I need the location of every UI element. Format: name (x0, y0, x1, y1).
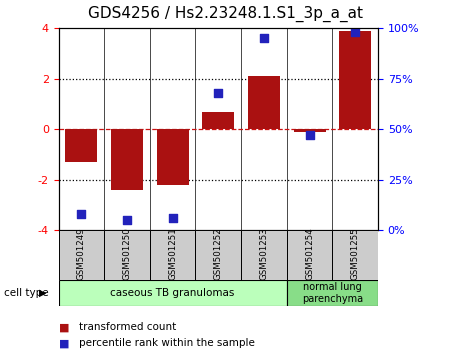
Bar (287, 230, 333, 280)
Bar (104, 230, 150, 280)
Bar (157, 129, 189, 185)
Text: GSM501255: GSM501255 (351, 228, 360, 280)
Bar (333, 230, 378, 280)
Bar (287, 280, 378, 306)
Text: transformed count: transformed count (79, 322, 176, 332)
Text: cell type: cell type (4, 288, 49, 298)
Bar (150, 230, 195, 280)
Bar (202, 112, 234, 129)
Text: caseous TB granulomas: caseous TB granulomas (110, 288, 235, 298)
Text: GSM501249: GSM501249 (77, 228, 86, 280)
Text: percentile rank within the sample: percentile rank within the sample (79, 338, 255, 348)
Bar (58, 230, 104, 280)
Point (351, 29, 359, 35)
Bar (111, 129, 143, 190)
Point (215, 90, 222, 96)
Text: GSM501253: GSM501253 (259, 228, 268, 280)
Text: normal lung
parenchyma: normal lung parenchyma (302, 282, 363, 304)
Bar (65, 129, 97, 162)
Bar (58, 280, 287, 306)
Point (78, 211, 85, 217)
Text: ■: ■ (58, 338, 69, 348)
Bar (339, 31, 371, 129)
Bar (241, 230, 287, 280)
Text: GSM501250: GSM501250 (122, 228, 131, 280)
Bar (293, 129, 325, 132)
Point (306, 132, 313, 138)
Bar (195, 230, 241, 280)
Point (123, 217, 130, 223)
Bar (248, 76, 280, 129)
Point (260, 36, 267, 41)
Text: ▶: ▶ (40, 288, 47, 298)
Text: GSM501254: GSM501254 (305, 228, 314, 280)
Text: GDS4256 / Hs2.23248.1.S1_3p_a_at: GDS4256 / Hs2.23248.1.S1_3p_a_at (87, 5, 363, 22)
Text: GSM501252: GSM501252 (214, 228, 223, 280)
Text: GSM501251: GSM501251 (168, 228, 177, 280)
Text: ■: ■ (58, 322, 69, 332)
Point (169, 215, 176, 221)
